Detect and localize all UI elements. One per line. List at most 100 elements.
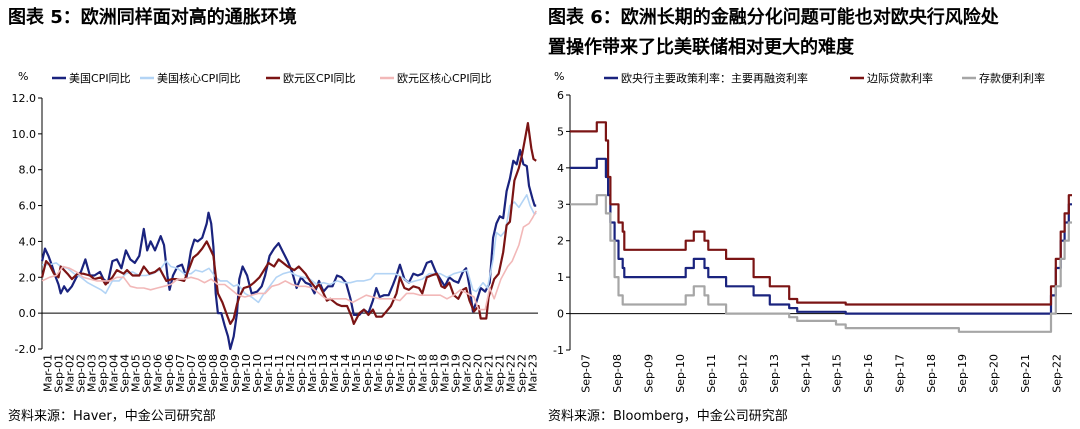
left-series-line-0 xyxy=(41,148,537,351)
left-x-tick-label: Mar-04 xyxy=(108,354,121,392)
right-series-line-2 xyxy=(570,194,1072,333)
left-x-tick-label: Mar-18 xyxy=(416,354,429,392)
left-y-tick-label: 12.0 xyxy=(12,92,37,105)
right-y-tick-label: 0 xyxy=(557,308,564,321)
left-line-chart: % -2.0 0.0 2.0 4.0 6.0 8.0 10.0 12.0 Mar-01Sep-01… xyxy=(12,70,540,393)
left-x-tick-label: Mar-17 xyxy=(394,354,407,392)
left-x-tick-label: Sep-17 xyxy=(405,354,418,393)
right-chart-title-line1: 图表 6：欧洲长期的金融分化问题可能也对欧央行风险处 xyxy=(548,7,999,28)
left-x-tick-label: Sep-03 xyxy=(97,354,110,393)
left-x-tick-label: Sep-10 xyxy=(251,354,264,393)
left-x-tick-label: Mar-21 xyxy=(482,354,495,392)
left-x-tick-label: Mar-19 xyxy=(438,354,451,392)
left-x-tick-label: Sep-12 xyxy=(295,354,308,393)
right-x-tick-label: Sep-07 xyxy=(580,354,593,393)
left-chart-title: 图表 5：欧洲同样面对高的通胀环境 xyxy=(8,7,297,28)
left-series-line-2 xyxy=(41,122,537,325)
right-x-tick-label: Sep-19 xyxy=(956,354,969,393)
right-x-tick-label: Sep-18 xyxy=(925,354,938,393)
left-x-tick-label: Sep-19 xyxy=(449,354,462,393)
right-y-tick-label: 1 xyxy=(557,271,564,284)
right-x-tick-label: Sep-22 xyxy=(1050,354,1063,393)
right-chart-source: 资料来源：Bloomberg，中金公司研究部 xyxy=(548,409,788,424)
left-x-tick-label: Mar-03 xyxy=(86,354,99,392)
left-x-tick-label: Sep-11 xyxy=(273,354,286,393)
left-chart-panel: 图表 5：欧洲同样面对高的通胀环境 % -2.0 0.0 2.0 4.0 6.0 8.0 10… xyxy=(8,7,540,424)
left-legend-label-1: 美国核心CPI同比 xyxy=(157,71,241,85)
left-y-unit-label: % xyxy=(18,70,28,83)
left-x-tick-label: Sep-09 xyxy=(229,354,242,393)
left-legend-label-3: 欧元区核心CPI同比 xyxy=(397,71,492,85)
right-y-unit-label: % xyxy=(554,70,564,83)
right-y-tick-label: 2 xyxy=(557,235,564,248)
right-series-line-1 xyxy=(570,121,1072,306)
left-x-tick-label: Sep-20 xyxy=(471,354,484,393)
right-x-tick-label: Sep-15 xyxy=(831,354,844,393)
right-x-tick-label: Sep-20 xyxy=(988,354,1001,393)
left-x-tick-label: Mar-12 xyxy=(284,354,297,392)
right-x-tick-label: Sep-11 xyxy=(705,354,718,393)
left-x-tick-label: Sep-16 xyxy=(383,354,396,393)
right-x-tick-label: Sep-12 xyxy=(737,354,750,393)
right-x-tick-label: Sep-13 xyxy=(768,354,781,393)
left-x-tick-label: Mar-20 xyxy=(460,354,473,392)
left-x-tick-label: Mar-10 xyxy=(240,354,253,392)
left-x-tick-label: Sep-07 xyxy=(185,354,198,393)
left-chart-source: 资料来源：Haver，中金公司研究部 xyxy=(8,409,216,424)
right-x-tick-label: Sep-21 xyxy=(1019,354,1032,393)
left-y-tick-label: 6.0 xyxy=(19,200,37,213)
right-x-tick-label: Sep-16 xyxy=(862,354,875,393)
left-x-tick-label: Mar-08 xyxy=(196,354,209,392)
right-legend-label-2: 存款便利利率 xyxy=(979,71,1045,85)
left-x-tick-label: Sep-14 xyxy=(339,354,352,393)
left-x-tick-label: Sep-21 xyxy=(493,354,506,393)
left-x-tick-label: Mar-16 xyxy=(372,354,385,392)
left-x-tick-label: Sep-15 xyxy=(361,354,374,393)
left-x-tick-label: Mar-15 xyxy=(350,354,363,392)
right-legend-label-0: 欧央行主要政策利率：主要再融资利率 xyxy=(621,71,808,85)
left-x-tick-label: Mar-06 xyxy=(152,354,165,392)
left-x-tick-label: Sep-02 xyxy=(75,354,88,393)
right-y-tick-label: 3 xyxy=(557,198,564,211)
left-series-line-1 xyxy=(42,194,537,304)
left-x-tick-label: Mar-11 xyxy=(262,354,275,392)
left-x-tick-label: Sep-22 xyxy=(515,354,528,393)
left-x-tick-label: Mar-14 xyxy=(328,354,341,392)
left-y-tick-label: 0.0 xyxy=(19,307,37,320)
left-x-tick-label: Sep-04 xyxy=(119,354,132,393)
left-x-tick-label: Sep-18 xyxy=(427,354,440,393)
right-chart-title-line2: 置操作带来了比美联储相对更大的难度 xyxy=(548,37,854,58)
left-x-tick-label: Sep-13 xyxy=(317,354,330,393)
left-y-tick-label: 8.0 xyxy=(19,164,37,177)
left-x-tick-label: Sep-05 xyxy=(141,354,154,393)
right-series-line-0 xyxy=(570,157,1072,315)
right-chart-panel: 图表 6：欧洲长期的金融分化问题可能也对欧央行风险处 置操作带来了比美联储相对更… xyxy=(540,0,1080,429)
left-x-tick-label: Mar-22 xyxy=(504,354,517,392)
left-x-tick-label: Sep-08 xyxy=(207,354,220,393)
left-y-tick-label: -2.0 xyxy=(15,343,36,356)
right-x-tick-label: Sep-10 xyxy=(674,354,687,393)
left-legend-label-0: 美国CPI同比 xyxy=(69,72,131,85)
right-y-tick-label: -1 xyxy=(553,344,564,357)
right-x-tick-label: Sep-08 xyxy=(611,354,624,393)
left-x-tick-label: Mar-07 xyxy=(174,354,187,392)
right-x-tick-label: Sep-17 xyxy=(893,354,906,393)
left-legend-label-2: 欧元区CPI同比 xyxy=(283,72,356,85)
left-x-tick-label: Mar-02 xyxy=(64,354,77,392)
left-y-tick-label: 4.0 xyxy=(19,235,37,248)
left-series-line-3 xyxy=(41,210,537,311)
right-line-chart: % -1 0 1 2 3 4 5 6 Sep-07 Sep-08 Sep-09 Sep-10 Sep-11… xyxy=(553,70,1072,393)
left-x-tick-label: Mar-13 xyxy=(306,354,319,392)
left-x-tick-label: Sep-06 xyxy=(163,354,176,393)
right-y-tick-label: 5 xyxy=(557,125,564,138)
left-x-tick-label: Sep-01 xyxy=(53,354,66,393)
left-x-tick-label: Mar-01 xyxy=(42,354,55,392)
right-y-tick-label: 6 xyxy=(557,89,564,102)
left-x-tick-label: Mar-23 xyxy=(526,354,539,392)
right-x-tick-label: Sep-09 xyxy=(642,354,655,393)
left-y-tick-label: 10.0 xyxy=(12,128,37,141)
left-y-tick-label: 2.0 xyxy=(19,271,37,284)
left-x-tick-label: Mar-09 xyxy=(218,354,231,392)
right-legend-label-1: 边际贷款利率 xyxy=(867,71,933,85)
right-y-tick-label: 4 xyxy=(557,162,564,175)
